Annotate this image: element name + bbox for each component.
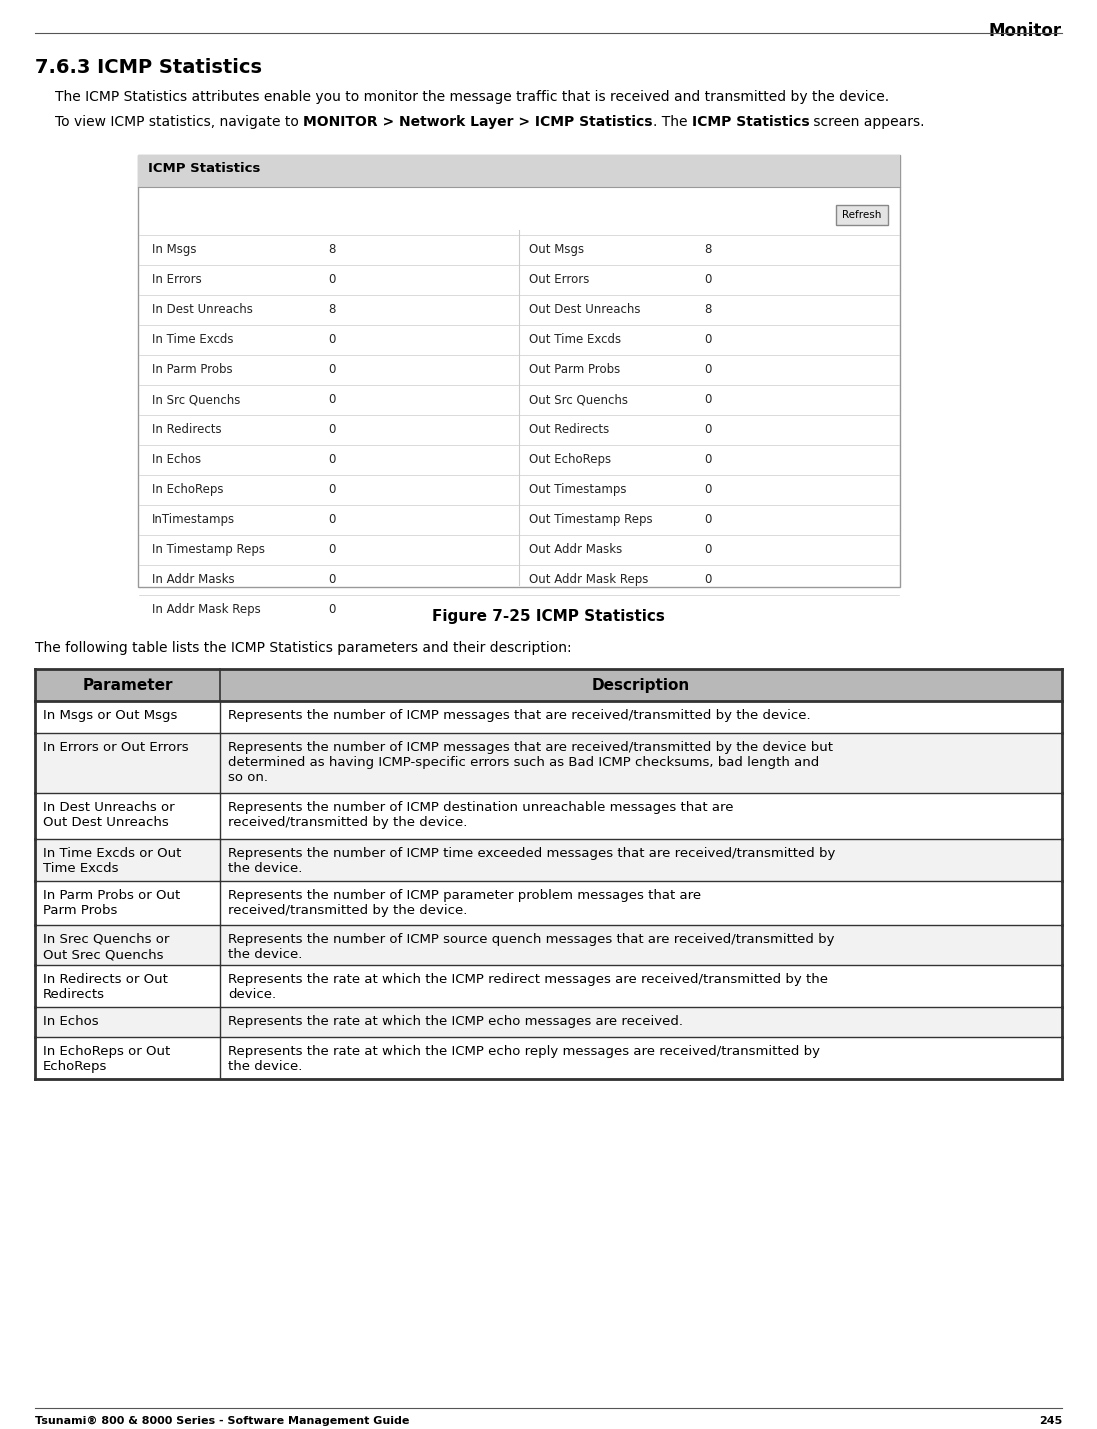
Text: The ICMP Statistics attributes enable you to monitor the message traffic that is: The ICMP Statistics attributes enable yo… (55, 90, 890, 104)
Text: Out Timestamp Reps: Out Timestamp Reps (529, 513, 653, 526)
Bar (35, 669, 1062, 702)
Text: 8: 8 (328, 243, 336, 256)
Text: Represents the rate at which the ICMP echo reply messages are received/transmitt: Represents the rate at which the ICMP ec… (228, 1045, 819, 1073)
Text: Out Timestamps: Out Timestamps (529, 483, 626, 496)
Text: Refresh: Refresh (842, 210, 882, 220)
Bar (35, 839, 1062, 882)
Text: In Errors or Out Errors: In Errors or Out Errors (43, 742, 189, 755)
Text: Represents the number of ICMP messages that are received/transmitted by the devi: Represents the number of ICMP messages t… (228, 709, 811, 722)
Bar (35, 965, 1062, 1007)
Bar (35, 733, 1062, 793)
Bar (35, 1007, 1062, 1037)
Text: In Msgs or Out Msgs: In Msgs or Out Msgs (43, 709, 178, 722)
Text: In Parm Probs: In Parm Probs (152, 363, 233, 376)
Text: 0: 0 (704, 363, 711, 376)
Text: In EchoReps: In EchoReps (152, 483, 224, 496)
Text: Out Parm Probs: Out Parm Probs (529, 363, 620, 376)
Text: Out Errors: Out Errors (529, 273, 589, 286)
Text: 0: 0 (704, 333, 711, 346)
Text: In EchoReps or Out
EchoReps: In EchoReps or Out EchoReps (43, 1045, 170, 1073)
Text: In Msgs: In Msgs (152, 243, 196, 256)
Text: 0: 0 (328, 513, 336, 526)
Text: Monitor: Monitor (988, 21, 1062, 40)
Text: To view ICMP statistics, navigate to: To view ICMP statistics, navigate to (55, 114, 303, 129)
Text: ICMP Statistics: ICMP Statistics (691, 114, 810, 129)
Bar (35, 793, 1062, 839)
Text: In Redirects or Out
Redirects: In Redirects or Out Redirects (43, 973, 168, 1000)
Text: 0: 0 (328, 333, 336, 346)
Text: In Parm Probs or Out
Parm Probs: In Parm Probs or Out Parm Probs (43, 889, 180, 917)
Text: Out Msgs: Out Msgs (529, 243, 584, 256)
Text: ICMP Statistics: ICMP Statistics (148, 161, 260, 174)
Text: 0: 0 (328, 573, 336, 586)
Text: Represents the number of ICMP messages that are received/transmitted by the devi: Represents the number of ICMP messages t… (228, 742, 833, 785)
Text: Represents the number of ICMP parameter problem messages that are
received/trans: Represents the number of ICMP parameter … (228, 889, 701, 917)
Text: Out Addr Masks: Out Addr Masks (529, 543, 622, 556)
Text: The following table lists the ICMP Statistics parameters and their description:: The following table lists the ICMP Stati… (35, 642, 572, 654)
Text: Represents the rate at which the ICMP redirect messages are received/transmitted: Represents the rate at which the ICMP re… (228, 973, 828, 1000)
Text: 0: 0 (704, 573, 711, 586)
Text: Out Redirects: Out Redirects (529, 423, 609, 436)
Text: InTimestamps: InTimestamps (152, 513, 235, 526)
Text: In Timestamp Reps: In Timestamp Reps (152, 543, 265, 556)
Bar (836, 204, 887, 224)
Text: In Dest Unreachs: In Dest Unreachs (152, 303, 253, 316)
Text: 0: 0 (704, 423, 711, 436)
Text: 0: 0 (704, 543, 711, 556)
Text: In Addr Mask Reps: In Addr Mask Reps (152, 603, 261, 616)
Text: 0: 0 (328, 543, 336, 556)
Text: Description: Description (592, 677, 690, 693)
Text: Out Addr Mask Reps: Out Addr Mask Reps (529, 573, 648, 586)
Text: 0: 0 (328, 423, 336, 436)
Text: 0: 0 (704, 273, 711, 286)
Text: 0: 0 (328, 453, 336, 466)
Text: screen appears.: screen appears. (810, 114, 925, 129)
Text: In Errors: In Errors (152, 273, 202, 286)
Text: 245: 245 (1039, 1416, 1062, 1426)
Text: 0: 0 (704, 483, 711, 496)
Text: 8: 8 (704, 303, 711, 316)
Text: Represents the number of ICMP source quench messages that are received/transmitt: Represents the number of ICMP source que… (228, 933, 835, 960)
Text: Out Time Excds: Out Time Excds (529, 333, 621, 346)
Bar (35, 882, 1062, 925)
Text: Tsunami® 800 & 8000 Series - Software Management Guide: Tsunami® 800 & 8000 Series - Software Ma… (35, 1416, 409, 1426)
Text: Out EchoReps: Out EchoReps (529, 453, 611, 466)
Text: Represents the number of ICMP destination unreachable messages that are
received: Represents the number of ICMP destinatio… (228, 802, 734, 829)
Text: 0: 0 (328, 273, 336, 286)
Text: 7.6.3 ICMP Statistics: 7.6.3 ICMP Statistics (35, 59, 262, 77)
Text: 8: 8 (704, 243, 711, 256)
Text: In Redirects: In Redirects (152, 423, 222, 436)
Text: In Echos: In Echos (152, 453, 201, 466)
Text: Out Dest Unreachs: Out Dest Unreachs (529, 303, 641, 316)
Text: In Time Excds or Out
Time Excds: In Time Excds or Out Time Excds (43, 847, 181, 875)
Text: . The: . The (653, 114, 691, 129)
Text: 0: 0 (704, 453, 711, 466)
Text: 8: 8 (328, 303, 336, 316)
Text: 0: 0 (328, 393, 336, 406)
Text: In Addr Masks: In Addr Masks (152, 573, 235, 586)
Bar (35, 1037, 1062, 1079)
Text: In Time Excds: In Time Excds (152, 333, 234, 346)
Bar (35, 702, 1062, 733)
Text: Out Src Quenchs: Out Src Quenchs (529, 393, 627, 406)
Text: 0: 0 (704, 393, 711, 406)
Text: In Src Quenchs: In Src Quenchs (152, 393, 240, 406)
Text: 0: 0 (704, 513, 711, 526)
Text: In Dest Unreachs or
Out Dest Unreachs: In Dest Unreachs or Out Dest Unreachs (43, 802, 174, 829)
Text: MONITOR > Network Layer > ICMP Statistics: MONITOR > Network Layer > ICMP Statistic… (303, 114, 653, 129)
Text: 0: 0 (328, 363, 336, 376)
Text: Represents the rate at which the ICMP echo messages are received.: Represents the rate at which the ICMP ec… (228, 1015, 683, 1027)
Bar (138, 154, 900, 587)
Text: 0: 0 (328, 483, 336, 496)
Text: Figure 7-25 ICMP Statistics: Figure 7-25 ICMP Statistics (432, 609, 665, 624)
Bar (138, 154, 900, 187)
Bar (35, 925, 1062, 965)
Text: In Echos: In Echos (43, 1015, 99, 1027)
Text: Represents the number of ICMP time exceeded messages that are received/transmitt: Represents the number of ICMP time excee… (228, 847, 836, 875)
Text: In Srec Quenchs or
Out Srec Quenchs: In Srec Quenchs or Out Srec Quenchs (43, 933, 169, 960)
Text: 0: 0 (328, 603, 336, 616)
Text: Parameter: Parameter (82, 677, 172, 693)
